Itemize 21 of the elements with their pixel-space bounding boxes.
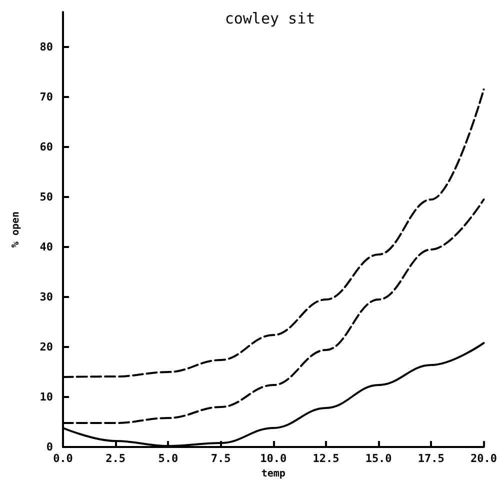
x-tick-label: 0.0 [53,452,73,465]
x-tick-label: 7.5 [210,452,231,465]
chart-title: cowley sit [224,10,316,28]
y-tick-label: 30 [40,290,53,304]
x-tick-label: 10.0 [260,452,287,465]
y-tick-label: 80 [40,40,53,54]
x-tick-label: 5.0 [158,452,178,465]
y-tick-label: 10 [40,390,53,404]
x-tick-label: 2.5 [106,452,126,465]
y-tick-label: 50 [40,190,53,204]
x-axis-title: temp [261,468,286,480]
x-tick-label: 15.0 [365,452,392,465]
y-tick-label: 0 [46,440,53,454]
y-tick-label: 70 [40,90,53,104]
x-tick-label: 20.0 [470,452,498,465]
x-tick-label: 12.5 [312,452,340,465]
y-axis-title: % open [10,211,22,248]
y-tick-label: 40 [40,240,53,254]
x-tick-label: 17.5 [418,452,444,465]
y-tick-label: 20 [40,340,53,354]
y-tick-label: 60 [40,140,53,154]
